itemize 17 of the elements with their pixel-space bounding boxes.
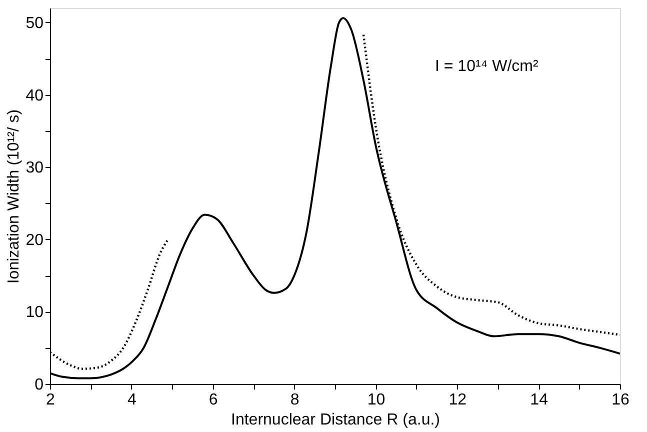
y-tick-label: 50 (26, 14, 44, 32)
x-axis-title: Internuclear Distance R (a.u.) (231, 412, 440, 428)
y-tick-label: 40 (26, 87, 44, 104)
annotation: I = 10¹⁴ W/cm² (435, 58, 539, 75)
x-tick-label: 4 (127, 392, 136, 408)
x-tick-label: 2 (46, 392, 56, 408)
x-tick-label: 12 (448, 392, 467, 408)
y-axis-title: Ionization Width (10¹²/ s) (6, 109, 23, 284)
x-tick-label: 16 (612, 392, 630, 408)
x-tick-label: 6 (208, 392, 218, 408)
y-tick-label: 0 (34, 376, 44, 394)
x-tick-label: 8 (290, 392, 300, 408)
y-tick-label: 30 (26, 160, 44, 177)
x-tick-label: 14 (530, 392, 548, 408)
x-tick-label: 10 (367, 392, 386, 408)
y-tick-label: 20 (26, 232, 44, 249)
y-tick-label: 10 (26, 304, 44, 322)
